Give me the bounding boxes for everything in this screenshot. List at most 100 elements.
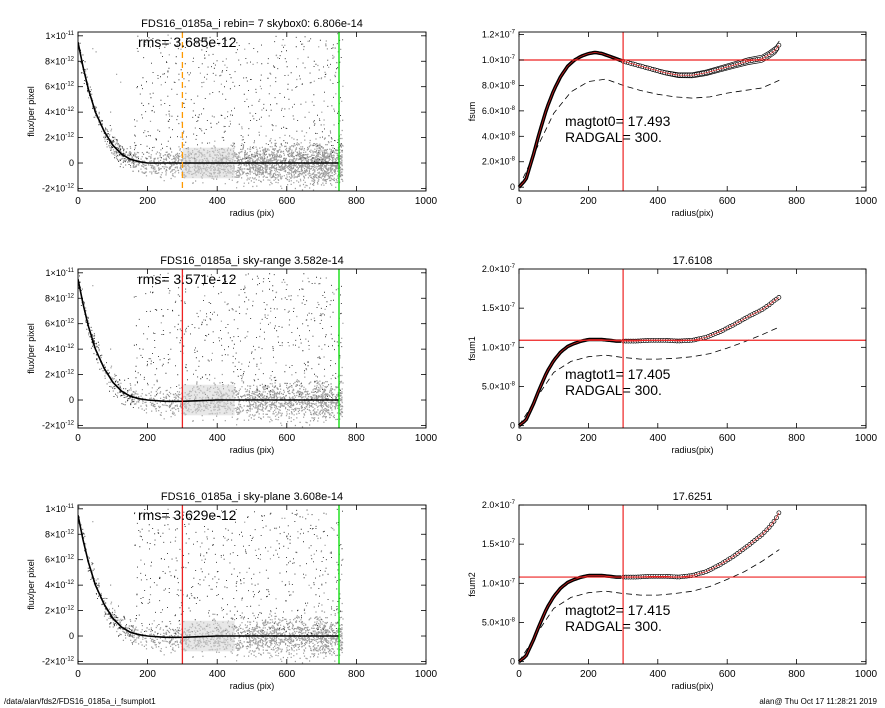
y-tick-label: 6×10-12 bbox=[45, 555, 75, 565]
x-tick-label: 600 bbox=[719, 669, 736, 680]
y-axis-label: flux/per pixel bbox=[26, 559, 36, 610]
annotation-text: magtot1= 17.405 RADGAL= 300. bbox=[565, 366, 671, 398]
x-tick-label: 800 bbox=[788, 196, 805, 207]
dashed-growth-curve bbox=[518, 549, 780, 662]
x-tick-label: 1000 bbox=[855, 433, 878, 444]
x-tick-label: 800 bbox=[788, 669, 805, 680]
x-tick-label: 600 bbox=[719, 433, 736, 444]
y-tick-label: 0 bbox=[69, 395, 74, 405]
x-tick-label: 400 bbox=[209, 433, 226, 444]
y-tick-label: 1.2×10-7 bbox=[482, 30, 516, 40]
y-tick-label: 0 bbox=[510, 421, 515, 431]
x-tick-label: 1000 bbox=[855, 669, 878, 680]
x-tick-label: 800 bbox=[788, 433, 805, 444]
flux-panel-2: 0 200 400 600 800 1000 radius (pix) 1×10-11 8×10… bbox=[26, 255, 438, 455]
y-tick-label: 1×10-11 bbox=[45, 268, 74, 278]
y-tick-label: 8.0×10-8 bbox=[482, 80, 516, 90]
y-axis-label: fsum bbox=[467, 102, 477, 122]
footer-stamp: alan@ Thu Oct 17 11:28:21 2019 bbox=[759, 697, 877, 706]
x-tick-label: 600 bbox=[278, 196, 295, 207]
y-tick-label: 1.5×10-7 bbox=[482, 303, 516, 313]
cumulative-flux-markers bbox=[621, 510, 782, 580]
flux-panel-4: 0 200 400 600 800 1000 radius (pix) 1×10-11 8×10… bbox=[26, 491, 438, 691]
plot-frame bbox=[518, 268, 867, 429]
x-tick-label: 400 bbox=[209, 196, 226, 207]
y-tick-label: 8×10-12 bbox=[45, 293, 75, 303]
x-tick-label: 200 bbox=[139, 433, 156, 444]
x-tick-label: 1000 bbox=[415, 196, 438, 207]
x-tick-label: 200 bbox=[139, 196, 156, 207]
y-tick-label: 6×10-12 bbox=[45, 82, 75, 92]
chart-title: FDS16_0185a_i rebin= 7 skybox0: 6.806e-1… bbox=[141, 18, 363, 30]
y-axis-label: flux/per pixel bbox=[26, 323, 36, 374]
y-tick-label: 1.0×10-7 bbox=[482, 578, 516, 588]
model-overlay-line bbox=[518, 512, 780, 662]
x-tick-label: 0 bbox=[516, 433, 522, 444]
pixel-scatter bbox=[78, 272, 344, 428]
plot-frame bbox=[77, 268, 427, 429]
growth-curve-panel-1: 0 200 400 600 800 1000 radius(pix) 0 2.0×10-8 4.0… bbox=[467, 30, 878, 218]
growth-curve-panel-5: 0 200 400 600 800 1000 radius(pix) 0 5.0×10-8 1.0… bbox=[467, 491, 878, 691]
plot-frame bbox=[518, 31, 867, 192]
y-tick-label: 1.0×10-7 bbox=[482, 342, 516, 352]
x-tick-label: 400 bbox=[209, 669, 226, 680]
radial-profile-line bbox=[78, 515, 339, 639]
growth-curve-panel-3: 0 200 400 600 800 1000 radius(pix) 0 5.0×10-8 1.0… bbox=[467, 255, 878, 455]
radial-profile-line bbox=[78, 42, 339, 164]
y-tick-label: 4.0×10-8 bbox=[482, 131, 516, 141]
footer-path: /data/alan/fds2/FDS16_0185a_i_fsumplot1 bbox=[4, 697, 156, 706]
rms-annotation: rms= 3.629e-12 bbox=[138, 507, 237, 523]
y-tick-label: 2.0×10-7 bbox=[482, 264, 516, 274]
x-tick-label: 600 bbox=[719, 196, 736, 207]
x-axis-label: radius(pix) bbox=[671, 681, 713, 691]
y-tick-label: 8×10-12 bbox=[45, 529, 75, 539]
y-tick-label: -2×10-12 bbox=[42, 420, 75, 430]
y-tick-label: -2×10-12 bbox=[42, 183, 75, 193]
rms-annotation: rms= 3.571e-12 bbox=[138, 271, 237, 287]
chart-title: 17.6108 bbox=[673, 255, 713, 267]
x-tick-label: 0 bbox=[516, 196, 522, 207]
x-tick-label: 400 bbox=[649, 196, 666, 207]
y-tick-label: 1×10-11 bbox=[45, 504, 74, 514]
x-tick-label: 0 bbox=[75, 433, 81, 444]
y-axis-label: flux/per pixel bbox=[26, 86, 36, 137]
y-tick-label: 1.5×10-7 bbox=[482, 539, 516, 549]
y-tick-label: 2.0×10-7 bbox=[482, 500, 516, 510]
flux-panel-0: 0 200 400 600 800 1000 radius (pix) 1×10-11 8×10… bbox=[26, 18, 438, 218]
x-tick-label: 1000 bbox=[855, 196, 878, 207]
x-tick-label: 200 bbox=[580, 433, 597, 444]
model-overlay-line bbox=[518, 297, 780, 426]
x-tick-label: 800 bbox=[348, 196, 365, 207]
annotation-text: magtot2= 17.415 RADGAL= 300. bbox=[565, 602, 671, 634]
y-tick-label: 1.0×10-7 bbox=[482, 55, 516, 65]
x-tick-label: 400 bbox=[649, 669, 666, 680]
y-axis-label: fsum1 bbox=[467, 336, 477, 361]
x-tick-label: 1000 bbox=[415, 669, 438, 680]
x-tick-label: 200 bbox=[580, 669, 597, 680]
x-tick-label: 600 bbox=[278, 433, 295, 444]
y-tick-label: 0 bbox=[510, 182, 515, 192]
plot-frame bbox=[518, 504, 867, 665]
x-tick-label: 200 bbox=[580, 196, 597, 207]
x-tick-label: 200 bbox=[139, 669, 156, 680]
x-tick-label: 600 bbox=[278, 669, 295, 680]
x-axis-label: radius (pix) bbox=[230, 445, 275, 455]
y-tick-label: 1×10-11 bbox=[45, 31, 74, 41]
dashed-growth-curve bbox=[518, 78, 780, 188]
radial-profile-line bbox=[78, 279, 339, 403]
y-tick-label: 2.0×10-8 bbox=[482, 157, 516, 167]
y-tick-label: 8×10-12 bbox=[45, 56, 75, 66]
y-tick-label: 2×10-12 bbox=[45, 606, 75, 616]
x-tick-label: 1000 bbox=[415, 433, 438, 444]
rms-annotation: rms= 3.685e-12 bbox=[138, 34, 237, 50]
y-tick-label: 0 bbox=[69, 158, 74, 168]
y-tick-label: 4×10-12 bbox=[45, 580, 75, 590]
y-axis-label: fsum2 bbox=[467, 572, 477, 597]
y-tick-label: 4×10-12 bbox=[45, 344, 75, 354]
chart-title: FDS16_0185a_i sky-plane 3.608e-14 bbox=[161, 491, 343, 503]
cumulative-flux-markers bbox=[621, 295, 782, 344]
x-tick-label: 0 bbox=[75, 669, 81, 680]
x-tick-label: 400 bbox=[649, 433, 666, 444]
x-tick-label: 0 bbox=[75, 196, 81, 207]
